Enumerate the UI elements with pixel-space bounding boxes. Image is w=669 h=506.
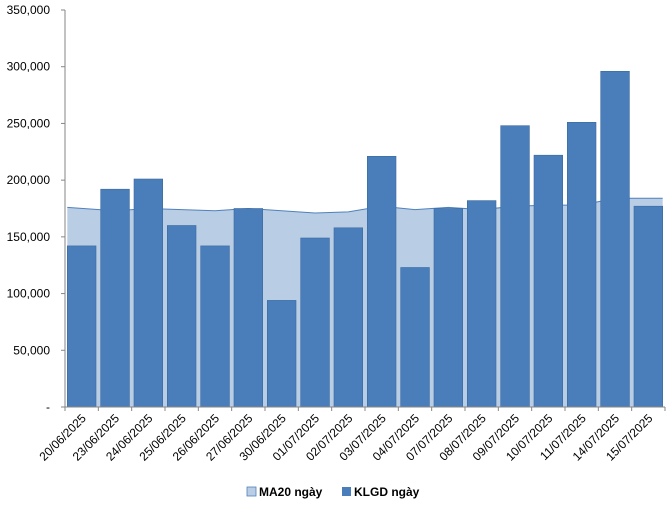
legend-label-ma20: MA20 ngày [259, 485, 323, 499]
y-tick-label: 50,000 [13, 343, 50, 357]
bar-08/07/2025 [466, 200, 497, 408]
bar-24/06/2025 [133, 178, 164, 408]
legend-swatch-klgd [342, 487, 351, 496]
bar-30/06/2025 [266, 300, 297, 408]
legend: MA20 ngày KLGD ngày [246, 485, 420, 499]
bar-23/06/2025 [100, 188, 130, 408]
y-tick-label: 300,000 [7, 60, 51, 74]
y-tick-labels: - 50,000 100,000 150,000 200,000 250,000 300,0… [7, 3, 51, 414]
bar-07/07/2025 [433, 208, 464, 408]
y-tick-label: 350,000 [7, 3, 51, 17]
bar-15/07/2025 [633, 205, 664, 408]
bar-20/06/2025 [67, 245, 97, 408]
bar-26/06/2025 [200, 245, 230, 408]
bar-14/07/2025 [600, 71, 630, 408]
y-tick-label: 150,000 [7, 230, 51, 244]
bar-10/07/2025 [533, 154, 564, 408]
x-tick-labels: 20/06/202523/06/202524/06/202525/06/2025… [36, 411, 655, 464]
axis-layer [61, 9, 666, 411]
bar-27/06/2025 [233, 208, 264, 408]
bar-09/07/2025 [500, 125, 530, 408]
bar-11/07/2025 [566, 122, 597, 408]
legend-swatch-ma20 [246, 486, 257, 497]
legend-label-klgd: KLGD ngày [354, 485, 420, 499]
bar-01/07/2025 [300, 237, 330, 408]
bar-layer [67, 71, 664, 408]
y-tick-label: 250,000 [7, 116, 51, 130]
bar-02/07/2025 [333, 227, 364, 408]
y-tick-label: - [46, 400, 50, 414]
y-tick-label: 200,000 [7, 173, 51, 187]
y-tick-label: 100,000 [7, 287, 51, 301]
bar-03/07/2025 [366, 156, 397, 408]
bar-04/07/2025 [400, 267, 430, 408]
bar-25/06/2025 [167, 225, 197, 408]
